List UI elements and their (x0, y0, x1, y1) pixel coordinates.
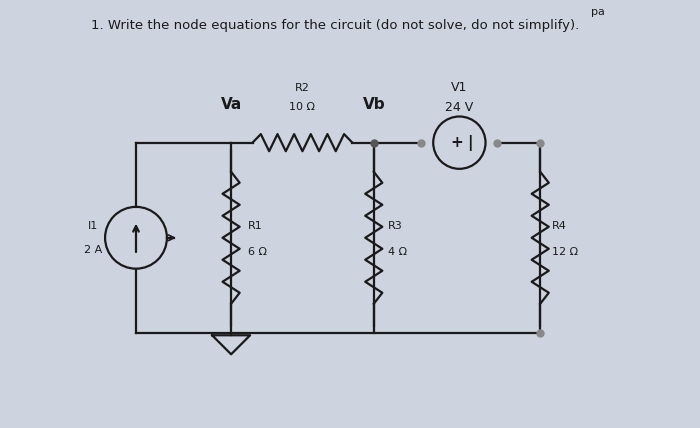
Text: pa: pa (591, 7, 604, 17)
Text: R1: R1 (248, 221, 262, 231)
Text: R3: R3 (388, 221, 402, 231)
Text: Va: Va (220, 97, 241, 112)
Text: R4: R4 (552, 221, 567, 231)
Text: 2 A: 2 A (84, 245, 102, 255)
Text: 1. Write the node equations for the circuit (do not solve, do not simplify).: 1. Write the node equations for the circ… (91, 19, 579, 32)
Text: 4 Ω: 4 Ω (388, 247, 407, 257)
Text: I1: I1 (88, 221, 98, 231)
Text: 12 Ω: 12 Ω (552, 247, 578, 257)
Text: 6 Ω: 6 Ω (248, 247, 267, 257)
Text: R2: R2 (295, 83, 310, 93)
Text: V1: V1 (452, 81, 468, 95)
Text: |: | (467, 135, 473, 151)
Text: +: + (451, 135, 463, 150)
Text: Vb: Vb (363, 97, 385, 112)
Text: 10 Ω: 10 Ω (289, 102, 316, 112)
Text: 24 V: 24 V (445, 101, 473, 113)
